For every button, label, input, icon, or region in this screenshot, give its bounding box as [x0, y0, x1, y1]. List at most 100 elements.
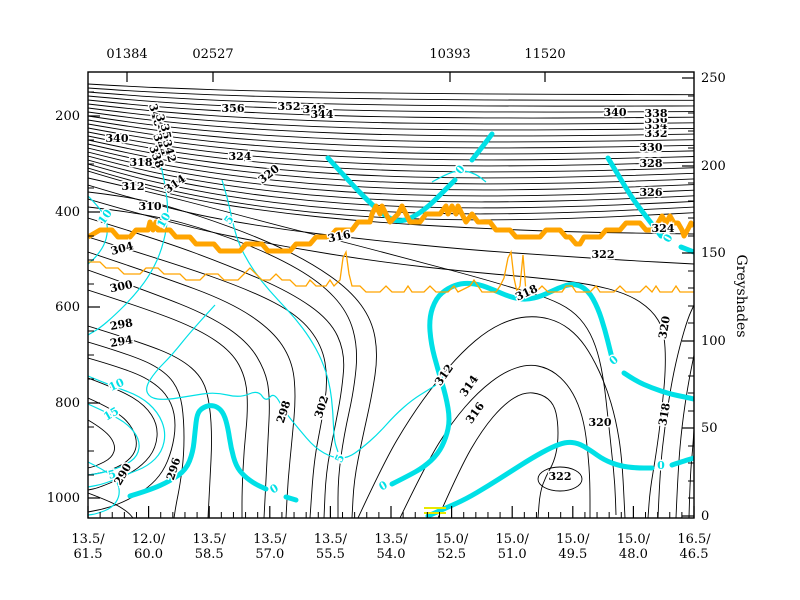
- contour-label: 356: [222, 102, 245, 115]
- pressure-tick-label: 800: [55, 396, 80, 411]
- cyan-contour-label: 0: [268, 481, 281, 496]
- contour-label: 298: [274, 399, 294, 425]
- cyan-contour-label: 0: [453, 162, 468, 176]
- contour-label: 320: [589, 416, 612, 429]
- isoline: [675, 354, 694, 518]
- isoline-pack: [88, 115, 694, 143]
- isoline-pack: [88, 95, 694, 113]
- isoline-pack: [88, 131, 694, 167]
- cyan-contour-label: 0: [607, 353, 621, 368]
- cyan-contour-label: 5: [107, 467, 118, 482]
- greyshade-tick-label: 0: [701, 509, 709, 524]
- isoline: [88, 236, 327, 518]
- contour-label: 294: [109, 333, 134, 350]
- contour-label: 338: [645, 107, 668, 120]
- lat-label: 61.5: [74, 547, 103, 562]
- contour-label: 322: [549, 470, 572, 483]
- isoline-pack: [88, 87, 694, 101]
- isoline-pack: [88, 91, 694, 107]
- contour-label: 314: [162, 172, 189, 196]
- station-label: 10393: [429, 47, 470, 62]
- cyan-isoline-thin: [88, 461, 120, 516]
- contour-label: 314: [457, 373, 481, 400]
- lon-label: 13.5/: [314, 532, 348, 547]
- lat-label: 48.0: [619, 547, 648, 562]
- isoline: [357, 316, 626, 518]
- lat-label: 60.0: [134, 547, 163, 562]
- isoline-pack: [88, 167, 694, 221]
- lat-label: 54.0: [377, 547, 406, 562]
- cyan-isoline-thick: [469, 131, 495, 163]
- cyan-contour-label: 0: [657, 459, 665, 472]
- contour-label: 336: [645, 113, 668, 126]
- contour-label: 302: [312, 394, 331, 420]
- contour-label: 332: [645, 127, 668, 140]
- contour-label: 324: [229, 150, 252, 163]
- greyshade-tick-label: 50: [701, 421, 718, 436]
- cyan-contour-label: 5: [332, 452, 347, 464]
- station-label: 11520: [524, 47, 565, 62]
- pressure-tick-label: 400: [55, 205, 80, 220]
- cyan-isoline-thick: [127, 403, 269, 499]
- lat-label: 57.0: [255, 547, 284, 562]
- isoline-pack: [88, 123, 694, 155]
- isoline-pack: [88, 151, 694, 197]
- pressure-tick-label: 1000: [47, 491, 80, 506]
- closed-isoline: [537, 466, 583, 492]
- lon-label: 15.0/: [617, 532, 651, 547]
- isoline: [657, 304, 694, 518]
- isoline: [88, 217, 345, 518]
- contour-label: 348: [303, 103, 326, 116]
- isoline: [88, 191, 377, 518]
- isoline: [88, 419, 115, 469]
- contour-label: 312: [122, 180, 145, 193]
- cyan-isoline-thin: [88, 403, 140, 476]
- lon-label: 12.0/: [132, 532, 166, 547]
- lat-label: 49.5: [558, 547, 587, 562]
- right-axis-title: Greyshades: [733, 254, 749, 337]
- greyshade-tick-label: 100: [701, 334, 726, 349]
- lat-label: 52.5: [437, 547, 466, 562]
- cyan-isoline-thin: [221, 179, 339, 453]
- isoline: [88, 206, 358, 518]
- pressure-tick-label: 200: [55, 109, 80, 124]
- isoline: [437, 392, 559, 518]
- contour-label: 322: [592, 248, 615, 261]
- contour-label: 310: [139, 200, 162, 213]
- lat-label: 46.5: [680, 547, 709, 562]
- lon-label: 15.0/: [496, 532, 530, 547]
- isoline-pack: [88, 147, 694, 191]
- contour-label: 352: [278, 100, 301, 113]
- isoline-pack: [88, 103, 694, 125]
- cyan-isoline-thick: [325, 155, 458, 224]
- isoline: [88, 341, 185, 518]
- isoline: [88, 397, 137, 476]
- isoline: [88, 198, 666, 518]
- contour-label: 330: [640, 141, 663, 154]
- lon-label: 13.5/: [71, 532, 105, 547]
- lon-label: 13.5/: [374, 532, 408, 547]
- contour-label: 344: [311, 108, 334, 121]
- cyan-isoline-thin: [431, 170, 487, 183]
- lat-label: 55.5: [316, 547, 345, 562]
- orange-line-thick: [88, 203, 694, 254]
- greyshade-tick-label: 200: [701, 159, 726, 174]
- cyan-isoline-thin: [88, 151, 169, 336]
- cyan-contour-label: 10: [107, 376, 127, 394]
- isoline: [88, 357, 176, 513]
- isoline: [399, 364, 591, 518]
- isoline-pack: [88, 119, 694, 149]
- isoline-pack: [88, 107, 694, 131]
- isoline-pack: [88, 127, 694, 161]
- cyan-isoline-thick: [389, 280, 615, 487]
- orange-line-thin: [88, 249, 694, 294]
- contour-label: 324: [652, 222, 675, 235]
- isoline: [88, 289, 248, 518]
- greyshade-tick-label: 250: [701, 71, 726, 86]
- isoline: [688, 427, 694, 518]
- cyan-isoline-thin: [88, 195, 108, 265]
- contour-label: 318: [130, 156, 153, 169]
- isoline-pack: [88, 83, 694, 96]
